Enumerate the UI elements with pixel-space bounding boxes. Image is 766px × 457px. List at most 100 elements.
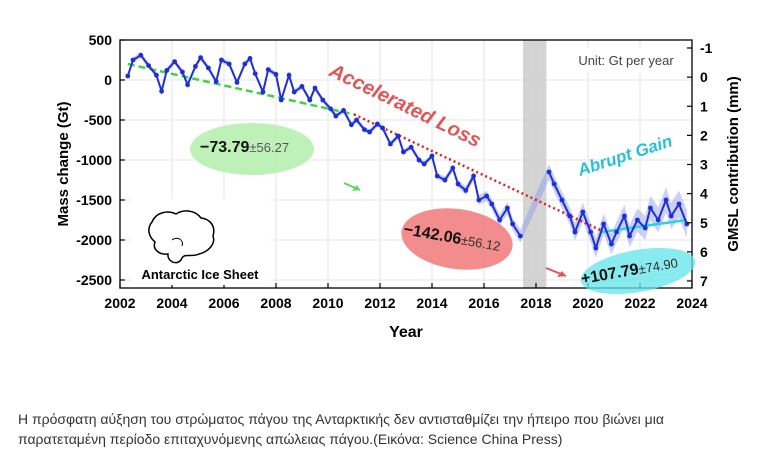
mass-series-point [226, 61, 232, 67]
x-tick-label: 2018 [520, 295, 551, 311]
y-tick-label: -1000 [76, 152, 112, 168]
red-arrow-head [557, 271, 566, 277]
trend-ellipse-cyan [580, 247, 696, 295]
mass-series-point [219, 57, 224, 63]
mass-series-point [551, 181, 557, 187]
y2-tick-label: 5 [700, 215, 708, 231]
x-tick-label: 2016 [468, 295, 499, 311]
mass-series-point [341, 108, 346, 113]
mass-series-point [328, 106, 333, 112]
mass-series-point [572, 229, 578, 235]
mass-series-point [286, 72, 292, 78]
mass-series-point [354, 117, 359, 123]
mass-series-point [125, 73, 131, 79]
mass-series-point [505, 205, 510, 211]
figure-caption: Η πρόσφατη αύξηση του στρώματος πάγου τη… [18, 411, 664, 447]
mass-series-point [635, 217, 640, 223]
mass-series-point [627, 233, 632, 239]
mass-series-point [609, 241, 614, 247]
mass-series-point [312, 85, 318, 91]
mass-series-point [193, 64, 198, 69]
mass-series-point [388, 141, 393, 147]
trend-value-green: −73.79±56.27 [200, 139, 289, 156]
mass-series-point [138, 52, 144, 58]
mass-series-point [429, 153, 435, 159]
mass-series-point [497, 217, 502, 223]
mass-series-point [588, 229, 593, 235]
mass-series-point [247, 56, 253, 61]
abrupt-gain-label: Abrupt Gain [574, 131, 674, 180]
mass-series-point [234, 80, 240, 85]
unit-box [565, 48, 687, 72]
y-axis-title: Mass change (Gt) [55, 101, 72, 226]
y2-tick-label: -1 [700, 40, 713, 56]
y2-tick-label: 6 [700, 244, 708, 260]
mass-series-point [299, 84, 305, 89]
mass-series-point [213, 79, 219, 84]
antarctica-map-icon [148, 210, 215, 264]
mass-series-point [484, 193, 489, 199]
mass-series-point [172, 59, 178, 64]
mass-series-point [408, 144, 414, 150]
x-tick-label: 2024 [676, 295, 707, 311]
data-gap-shading [523, 40, 547, 288]
y-tick-label: -2500 [76, 272, 112, 288]
green-arrow-head [352, 185, 360, 191]
antarctica-map-detail [171, 237, 183, 247]
mass-series-point [463, 188, 469, 193]
mass-series-point [546, 169, 552, 175]
y2-tick-label: 4 [700, 186, 708, 202]
mass-series-point [476, 197, 482, 203]
mass-series-point [198, 55, 204, 60]
mass-series-point [559, 197, 565, 203]
mass-series-point [442, 177, 448, 183]
y-tick-label: -2000 [76, 232, 112, 248]
unit-note: Unit: Gt per year [578, 53, 674, 68]
mass-series-point [416, 157, 422, 163]
x-tick-label: 2022 [624, 295, 655, 311]
mass-series-point [676, 201, 682, 207]
mass-series-point [622, 213, 627, 219]
trend-ellipse-green [190, 123, 314, 175]
mass-series-point [146, 63, 152, 68]
inset-label: Antarctic Ice Sheet [141, 267, 259, 282]
x-tick-label: 2010 [312, 295, 343, 311]
mass-series-point [130, 57, 136, 63]
mass-series-point [648, 205, 653, 211]
x-tick-label: 2014 [416, 295, 447, 311]
mass-series-point [252, 71, 258, 76]
mass-series-point [450, 165, 456, 171]
mass-series-point [455, 181, 461, 187]
y2-axis-title: GMSL contribution (mm) [725, 76, 742, 252]
mass-series-point [655, 217, 661, 223]
x-tick-label: 2008 [260, 295, 291, 311]
y-tick-label: 0 [104, 72, 112, 88]
x-axis-title: Year [389, 324, 423, 341]
mass-series-point [668, 213, 674, 219]
mass-series-point [489, 201, 495, 207]
y-tick-label: -1500 [76, 192, 112, 208]
mass-series-point [375, 121, 380, 127]
y2-tick-label: 1 [700, 98, 708, 114]
mass-series-point [421, 161, 427, 167]
x-tick-label: 2012 [364, 295, 395, 311]
mass-series-point [185, 82, 191, 88]
mass-series-point [663, 197, 669, 203]
trend-ellipse-red [401, 208, 513, 270]
mass-change-chart: 2002 2004 2006 2008 2010 2012 2014 2016 2018 2020… [55, 32, 742, 341]
mass-series-point [291, 89, 297, 95]
mass-series-point [580, 209, 586, 215]
mass-series-point [395, 133, 401, 139]
mass-series-point [180, 69, 185, 75]
mass-series-point [471, 173, 476, 179]
x-tick-label: 2006 [208, 295, 239, 311]
mass-series-point [614, 229, 619, 235]
y2-tick-label: 3 [700, 157, 708, 173]
trend-line [353, 113, 602, 232]
mass-series-point [260, 89, 266, 95]
mass-series-point [380, 125, 385, 131]
mass-series-point [510, 221, 515, 227]
mass-series-point [567, 213, 573, 219]
axis-layer: 2002 2004 2006 2008 2010 2012 2014 2016 2018 2020… [76, 32, 712, 311]
chart-container: 2002 2004 2006 2008 2010 2012 2014 2016 2018 2020… [55, 32, 742, 341]
